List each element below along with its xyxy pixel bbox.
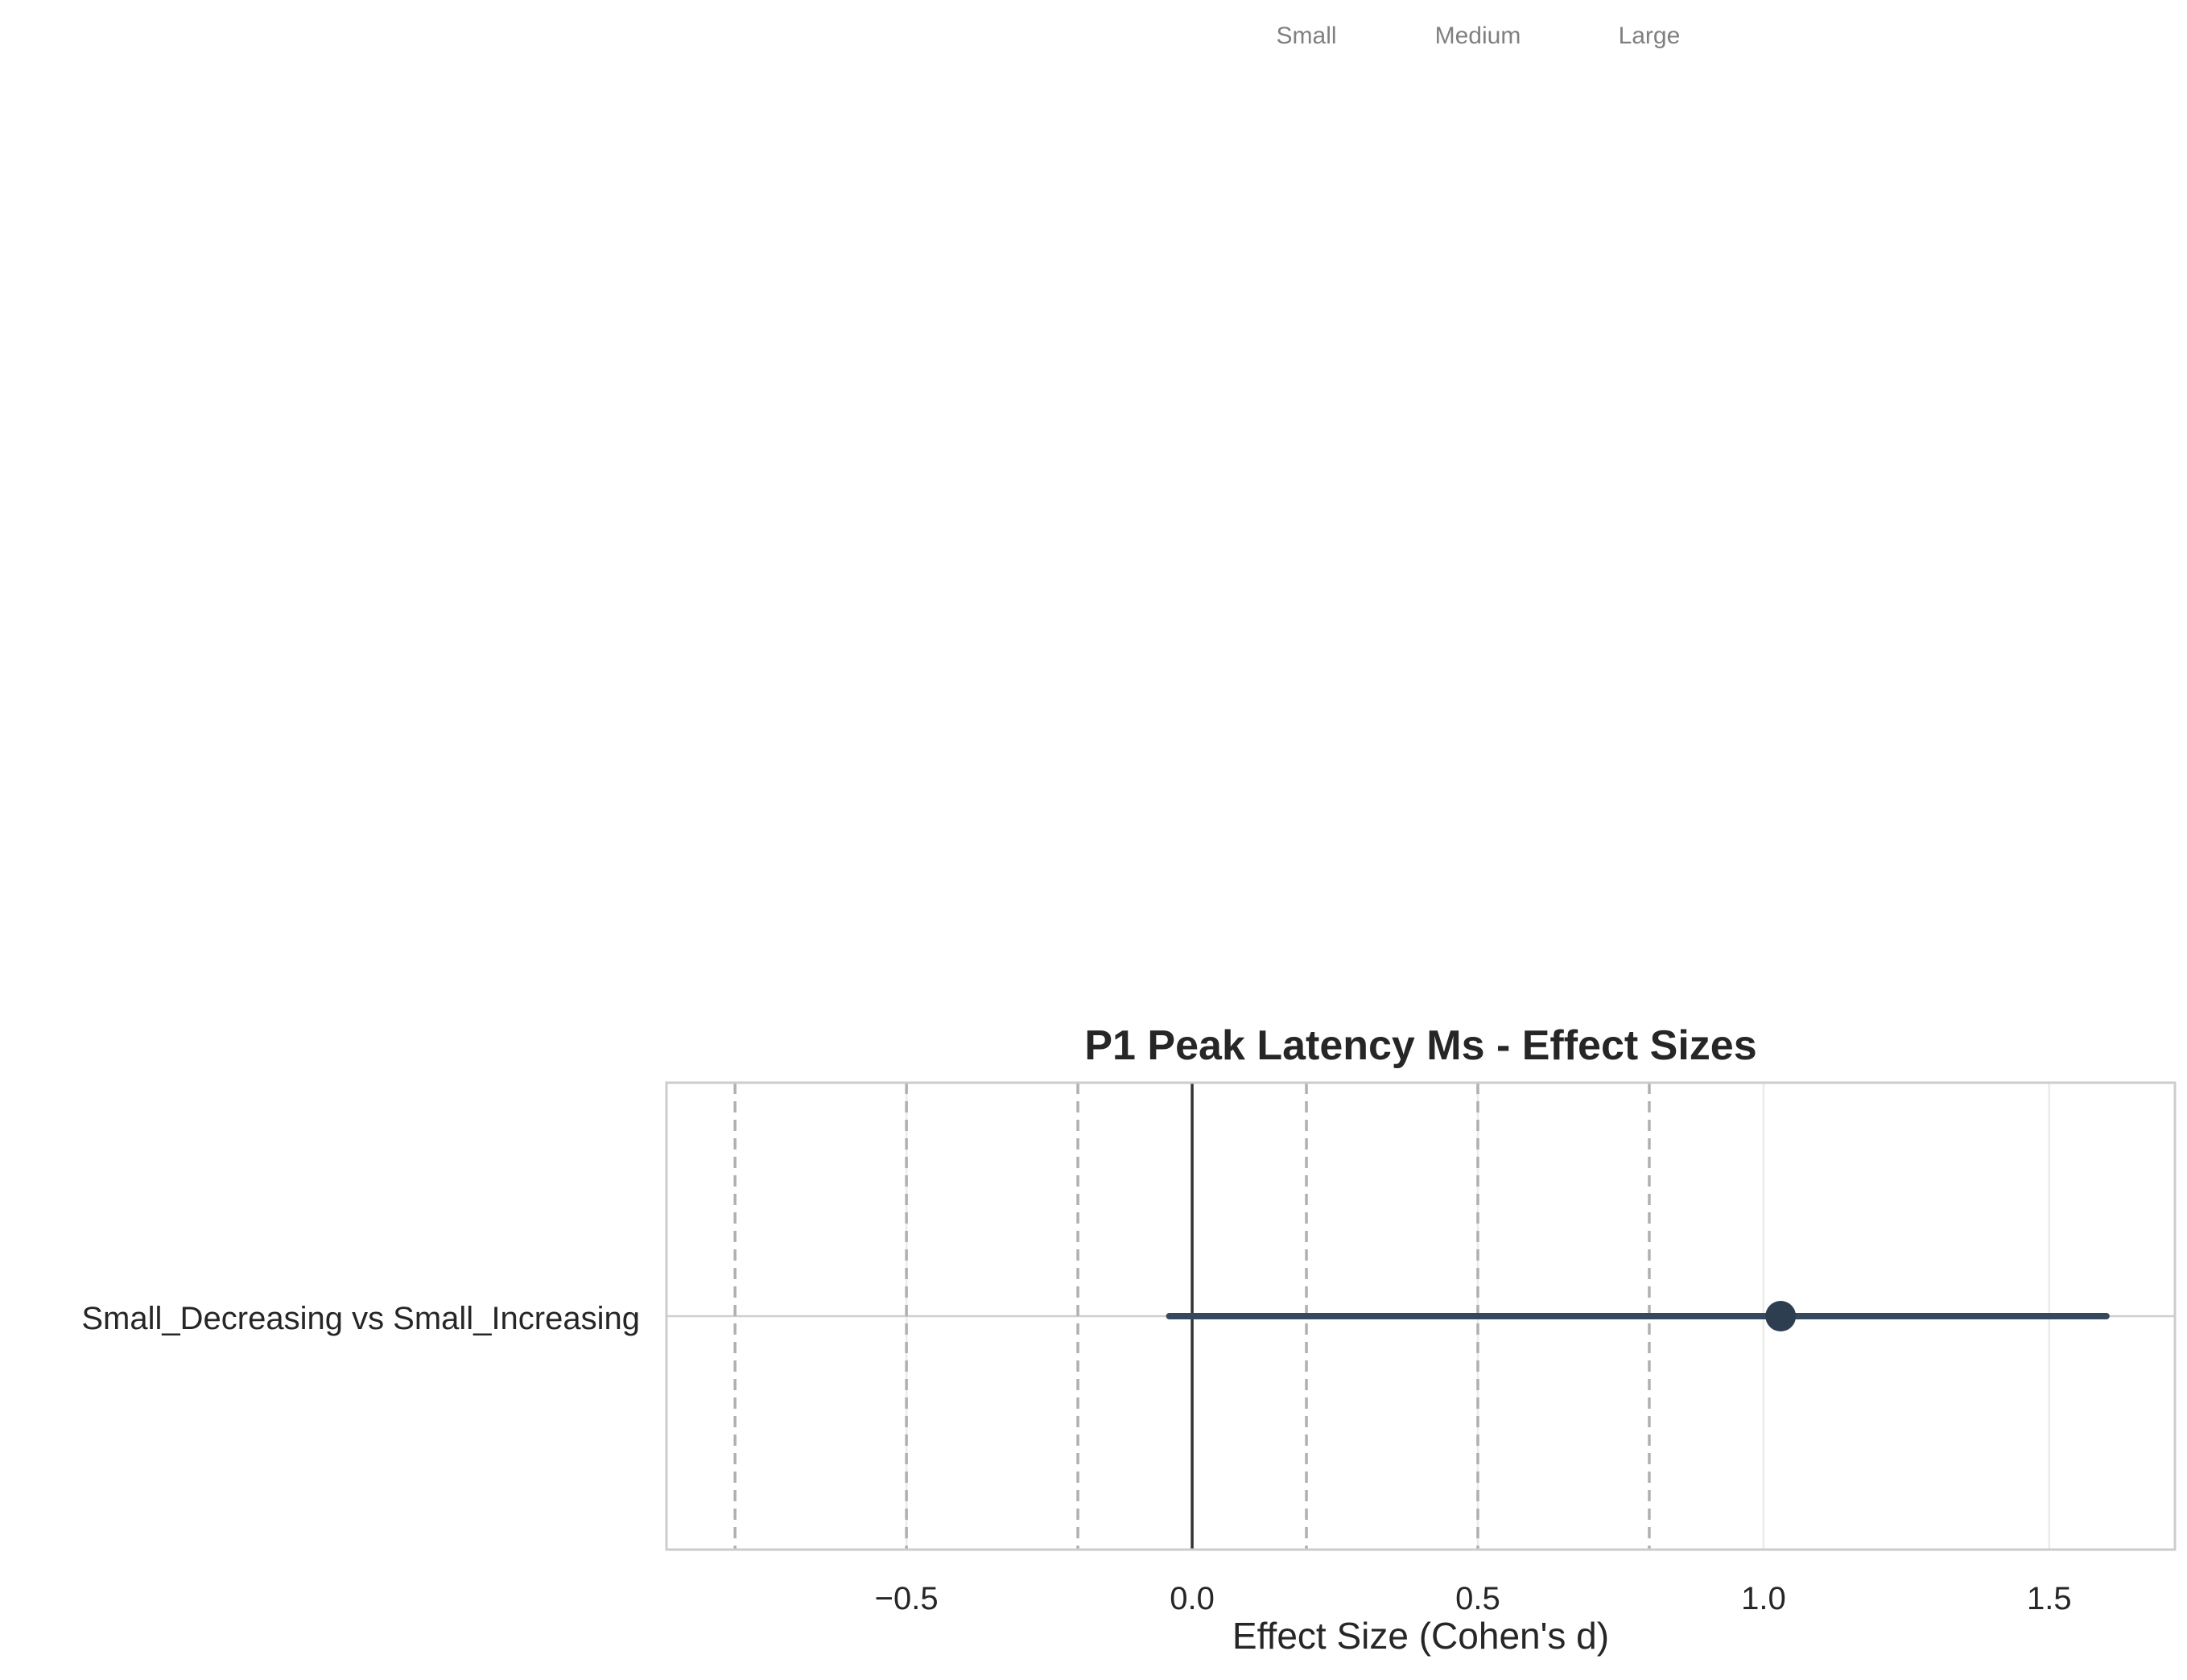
- x-tick-label: 1.5: [2027, 1581, 2072, 1616]
- plot-frame: [665, 1081, 2177, 1551]
- chart-title: P1 Peak Latency Ms - Effect Sizes: [1084, 1022, 1756, 1069]
- threshold-labels: Small Medium Large: [1277, 23, 1681, 49]
- x-tick-label: 0.0: [1170, 1581, 1215, 1616]
- x-tick-label: 1.0: [1741, 1581, 1786, 1616]
- y-tick-label: Small_Decreasing vs Small_Increasing: [81, 1301, 640, 1336]
- effect-point: [1765, 1301, 1797, 1331]
- x-axis-ticks: −0.5 0.0 0.5 1.0 1.5: [875, 1581, 2072, 1616]
- y-axis-labels: Small_Decreasing vs Small_Increasing: [81, 1301, 640, 1336]
- plot-area: [665, 1081, 2177, 1551]
- threshold-label: Medium: [1435, 23, 1521, 49]
- x-tick-label: 0.5: [1455, 1581, 1500, 1616]
- effect-rows: [1166, 1301, 2110, 1331]
- threshold-label: Large: [1619, 23, 1681, 49]
- threshold-label: Small: [1277, 23, 1337, 49]
- x-tick-label: −0.5: [875, 1581, 939, 1616]
- x-axis-label: Effect Size (Cohen's d): [1232, 1615, 1609, 1657]
